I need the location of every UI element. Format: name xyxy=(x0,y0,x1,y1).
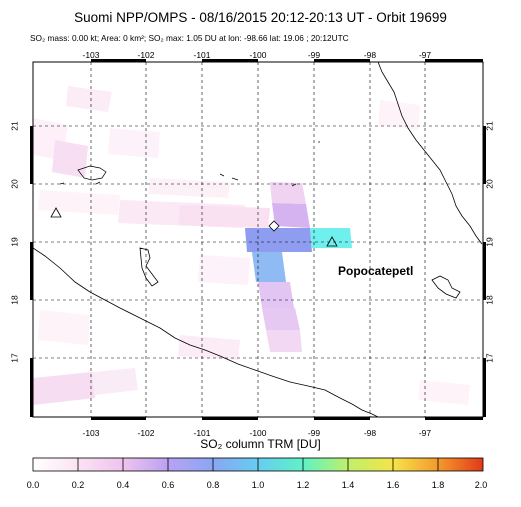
colorbar-tick-label: 1.0 xyxy=(251,480,265,490)
lon-tick-bottom: -100 xyxy=(249,428,267,438)
colorbar-tick-label: 2.0 xyxy=(474,480,488,490)
lon-tick-top: -102 xyxy=(137,50,155,60)
so2-pixel xyxy=(178,205,270,228)
map-subtitle: SO₂ mass: 0.00 kt; Area: 0 km²; SO₂ max:… xyxy=(30,33,349,43)
colorbar-ticks xyxy=(77,458,439,471)
so2-pixel xyxy=(38,190,120,215)
lon-tick-bottom: -97 xyxy=(418,428,432,438)
so2-pixel xyxy=(252,252,286,282)
so2-pixel xyxy=(258,282,294,308)
so2-pixel xyxy=(378,100,420,130)
lon-tick-bottom: -101 xyxy=(193,428,211,438)
lon-tick-bottom: -103 xyxy=(82,428,100,438)
so2-pixel xyxy=(66,86,112,112)
so2-pixel xyxy=(418,380,470,405)
so2-pixel xyxy=(52,140,88,178)
popocatepetl-triangle-icon xyxy=(326,236,338,247)
lon-tick-bottom: -98 xyxy=(363,428,377,438)
lon-tick-top: -100 xyxy=(249,50,267,60)
coastline xyxy=(33,62,483,417)
volcano-triangle-icon xyxy=(50,207,62,218)
so2-pixels xyxy=(33,86,470,405)
so2-pixel xyxy=(270,182,306,204)
colorbar-tick-label: 0.8 xyxy=(206,480,220,490)
map-title: Suomi NPP/OMPS - 08/16/2015 20:12-20:13 … xyxy=(74,10,447,25)
lakes xyxy=(59,141,320,187)
frame-bars xyxy=(30,59,486,420)
so2-pixel xyxy=(92,368,138,395)
so2-pixel xyxy=(245,228,312,252)
so2-pixel xyxy=(38,310,90,345)
colorbar-tick-label: 0.6 xyxy=(161,480,175,490)
gridlines xyxy=(33,62,483,417)
colorbar-tick-label: 0.4 xyxy=(116,480,130,490)
lon-tick-top: -98 xyxy=(363,50,377,60)
so2-pixel xyxy=(108,128,160,158)
lon-tick-top: -101 xyxy=(193,50,211,60)
lon-tick-top: -97 xyxy=(418,50,432,60)
colorbar-tick-label: 0.2 xyxy=(71,480,85,490)
so2-pixel xyxy=(178,335,240,360)
colorbar-tick-label: 1.2 xyxy=(296,480,310,490)
colorbar-tick-label: 1.8 xyxy=(431,480,445,490)
so2-max-diamond-icon xyxy=(268,220,280,232)
so2-pixel xyxy=(148,178,230,198)
colorbar-tick-label: 1.6 xyxy=(386,480,400,490)
lon-tick-bottom: -99 xyxy=(307,428,321,438)
so2-pixel xyxy=(266,330,302,352)
volcano-label: Popocatepetl xyxy=(338,264,414,278)
lon-tick-top: -99 xyxy=(307,50,321,60)
so2-pixel xyxy=(262,308,300,330)
so2-pixel xyxy=(33,372,95,405)
colorbar-tick-label: 1.4 xyxy=(341,480,355,490)
colorbar-tick-label: 0.0 xyxy=(26,480,40,490)
so2-pixel xyxy=(198,255,250,285)
so2-pixel xyxy=(272,203,310,228)
colorbar-title: SO₂ column TRM [DU] xyxy=(200,437,321,451)
lon-tick-bottom: -102 xyxy=(137,428,155,438)
lon-tick-top: -103 xyxy=(82,50,100,60)
